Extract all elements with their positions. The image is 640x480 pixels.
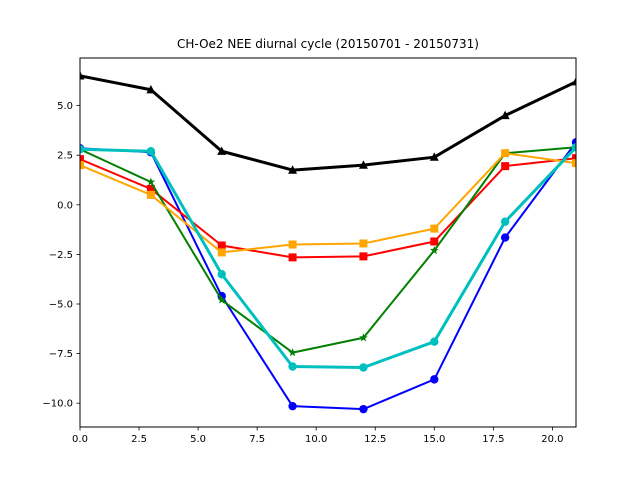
x-tick-label: 17.5 — [482, 434, 504, 445]
series-4 — [80, 142, 576, 357]
data-point — [80, 155, 84, 164]
data-point — [146, 177, 156, 186]
data-point — [359, 239, 368, 248]
data-point — [430, 337, 439, 346]
data-point — [359, 363, 368, 372]
data-point — [358, 160, 368, 169]
x-tick-label: 10.0 — [305, 434, 327, 445]
y-axis: −10.0 −7.5 −5.0 −2.5 0.0 2.5 5.0 — [42, 101, 80, 410]
data-point — [217, 248, 226, 257]
data-point — [500, 233, 510, 242]
data-point — [217, 295, 226, 304]
data-point — [288, 240, 297, 249]
data-point — [217, 146, 227, 155]
data-point — [80, 161, 84, 170]
series-5 — [80, 149, 576, 257]
x-axis: 0.0 2.5 5.0 7.5 10.0 12.5 15.0 17.5 20.0 — [72, 427, 564, 445]
series-line — [80, 74, 576, 172]
data-point — [146, 84, 156, 94]
y-tick-label: −2.5 — [49, 250, 73, 261]
x-tick-label: 12.5 — [364, 434, 386, 445]
y-tick-label: 2.5 — [57, 151, 73, 162]
plot-frame — [79, 57, 577, 428]
series-layer — [80, 71, 576, 414]
data-point — [572, 154, 576, 163]
series-line — [80, 157, 576, 259]
data-point — [429, 152, 439, 161]
data-point — [288, 362, 297, 371]
data-point — [288, 401, 297, 411]
series-line — [80, 146, 576, 354]
series-line — [80, 146, 576, 369]
data-point — [359, 252, 368, 261]
y-tick-label: −10.0 — [42, 399, 73, 410]
x-tick-label: 20.0 — [541, 434, 563, 445]
data-point — [500, 110, 510, 120]
y-tick-label: 0.0 — [57, 200, 73, 211]
x-tick-label: 7.5 — [249, 434, 265, 445]
series-6 — [80, 143, 576, 372]
data-point — [501, 162, 510, 171]
data-point — [571, 143, 576, 152]
data-point — [571, 77, 576, 86]
data-point — [146, 147, 156, 156]
data-point — [500, 217, 510, 226]
data-point — [146, 190, 155, 199]
data-point — [80, 145, 85, 154]
series-line — [80, 141, 576, 411]
y-tick-label: −7.5 — [49, 349, 73, 360]
data-point — [430, 224, 439, 233]
series-line — [80, 152, 576, 254]
data-point — [501, 149, 510, 158]
series-1 — [80, 71, 576, 174]
x-tick-label: 0.0 — [72, 434, 88, 445]
data-point — [217, 241, 226, 250]
series-3 — [80, 154, 576, 262]
data-point — [359, 404, 368, 414]
data-point — [572, 159, 576, 168]
x-tick-label: 15.0 — [423, 434, 445, 445]
data-point — [359, 333, 368, 342]
y-tick-label: 5.0 — [57, 101, 73, 112]
data-point — [146, 184, 155, 193]
chart-title: CH-Oe2 NEE diurnal cycle (20150701 - 201… — [177, 37, 479, 51]
data-point — [217, 270, 226, 279]
data-point — [430, 245, 439, 255]
data-point — [430, 375, 439, 384]
data-point — [288, 165, 298, 174]
data-point — [430, 237, 439, 246]
data-point — [288, 253, 297, 262]
x-tick-label: 2.5 — [131, 434, 147, 445]
data-point — [288, 348, 297, 357]
x-tick-label: 5.0 — [190, 434, 206, 445]
data-point — [80, 71, 85, 80]
y-tick-label: −5.0 — [49, 300, 73, 311]
